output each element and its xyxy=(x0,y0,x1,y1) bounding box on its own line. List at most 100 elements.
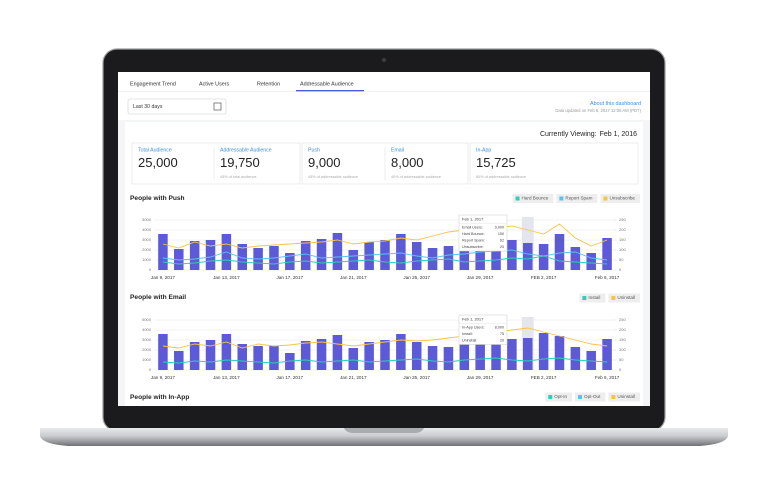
bar xyxy=(411,342,422,370)
card-group xyxy=(131,142,301,185)
y-tick-label: 2000 xyxy=(142,347,152,352)
about-link[interactable]: About this dashboard xyxy=(590,101,641,107)
legend-swatch xyxy=(515,196,520,201)
legend-swatch xyxy=(548,395,553,399)
legend-item[interactable] xyxy=(556,194,598,203)
bar xyxy=(189,342,200,370)
card-note: 45% of total audience xyxy=(220,175,257,179)
card-label: Total Audience xyxy=(138,147,172,153)
y-tick-label: 1000 xyxy=(142,357,152,362)
tooltip-label: Unsubscribe: xyxy=(462,245,484,249)
legend-item[interactable] xyxy=(600,194,640,203)
bar xyxy=(253,346,263,370)
chart-title: People with Email xyxy=(130,294,186,301)
chart-title: People with Push xyxy=(130,195,185,202)
bar xyxy=(205,240,216,270)
tab[interactable]: Active Users xyxy=(199,81,230,87)
x-tick-label: Jan 21, 2017 xyxy=(340,275,367,280)
tooltip-label: Uninstall: xyxy=(462,338,477,342)
tab-active[interactable]: Addressable Audience xyxy=(300,81,354,87)
legend-label: Uninstall xyxy=(617,295,635,300)
legend-label: Report Spam xyxy=(565,196,592,201)
legend-label: Uninstall xyxy=(617,394,635,399)
bar xyxy=(174,249,184,270)
bar xyxy=(189,241,200,270)
bar xyxy=(443,246,454,270)
date-picker-label: Last 30 days xyxy=(133,104,163,110)
legend-item[interactable] xyxy=(608,293,640,303)
card-value: 15,725 xyxy=(476,155,516,170)
bar xyxy=(475,233,485,270)
y-tick-label: 0 xyxy=(149,267,152,272)
card-label: In-App xyxy=(476,147,491,153)
card-note: 80% of addressable audience xyxy=(476,175,526,179)
laptop-base xyxy=(40,428,728,446)
bar xyxy=(586,253,596,270)
y2-tick-label: 0 xyxy=(619,267,622,272)
y-tick-label: 1000 xyxy=(142,257,152,262)
y-tick-label: 3000 xyxy=(142,237,152,242)
bar xyxy=(427,248,438,270)
card-label: Addressable Audience xyxy=(220,147,272,153)
bar xyxy=(491,340,501,370)
bar xyxy=(570,247,581,270)
card-group xyxy=(469,142,639,185)
y-tick-label: 5000 xyxy=(142,217,152,222)
y2-tick-label: 100 xyxy=(619,347,626,352)
bar xyxy=(300,341,311,370)
currently-viewing-value: Feb 1, 2016 xyxy=(600,131,637,138)
bar xyxy=(221,334,232,370)
bar xyxy=(538,333,549,370)
tooltip-label: Hard Bounce: xyxy=(462,232,485,236)
bar xyxy=(507,240,517,270)
legend-item[interactable] xyxy=(579,293,606,303)
x-tick-label: Jan 17, 2017 xyxy=(277,275,304,280)
legend-swatch xyxy=(611,296,616,300)
bar xyxy=(158,334,168,370)
base-notch xyxy=(344,428,424,433)
bar xyxy=(348,348,359,370)
tooltip-title: Feb 1, 2017 xyxy=(462,217,484,222)
legend-label: Opt-In xyxy=(554,394,567,399)
y2-tick-label: 0 xyxy=(619,367,622,372)
tab[interactable]: Engagement Trend xyxy=(130,81,176,87)
calendar-icon xyxy=(213,102,222,111)
y-tick-label: 5000 xyxy=(142,317,152,322)
date-picker[interactable] xyxy=(127,98,227,115)
legend-item[interactable] xyxy=(545,392,573,402)
bar xyxy=(491,244,501,270)
legend-item[interactable] xyxy=(608,392,640,402)
y2-tick-label: 200 xyxy=(619,327,626,332)
bar xyxy=(269,346,279,370)
y-tick-label: 3000 xyxy=(142,337,152,342)
tooltip-label: In-App Users: xyxy=(462,325,485,329)
bar xyxy=(427,346,438,370)
tooltip-value: 150 xyxy=(498,232,504,236)
bar xyxy=(300,241,311,270)
x-tick-label: Jan 9, 2017 xyxy=(151,375,175,380)
bar xyxy=(174,351,184,370)
bar xyxy=(554,234,565,270)
bar xyxy=(316,239,327,270)
legend-item[interactable] xyxy=(575,392,606,402)
bar xyxy=(316,339,327,370)
tooltip-title: Feb 1, 2017 xyxy=(462,317,484,322)
x-tick-label: Jan 25, 2017 xyxy=(403,275,430,280)
bar xyxy=(237,244,247,270)
bar xyxy=(364,342,374,370)
bar xyxy=(332,335,343,370)
tooltip xyxy=(458,314,508,345)
bar xyxy=(523,243,533,270)
tooltip-value: 75 xyxy=(500,332,504,336)
bar xyxy=(285,253,295,270)
card-note: 40% of addressable audience xyxy=(391,175,441,179)
x-tick-label: Jan 17, 2017 xyxy=(277,375,304,380)
legend-item[interactable] xyxy=(512,194,554,203)
x-tick-label: Jan 25, 2017 xyxy=(403,375,430,380)
x-tick-label: Feb 6, 2017 xyxy=(595,375,620,380)
tab[interactable]: Retention xyxy=(257,81,280,87)
tooltip xyxy=(458,214,508,252)
y2-tick-label: 150 xyxy=(619,237,626,242)
legend-swatch xyxy=(582,296,587,300)
